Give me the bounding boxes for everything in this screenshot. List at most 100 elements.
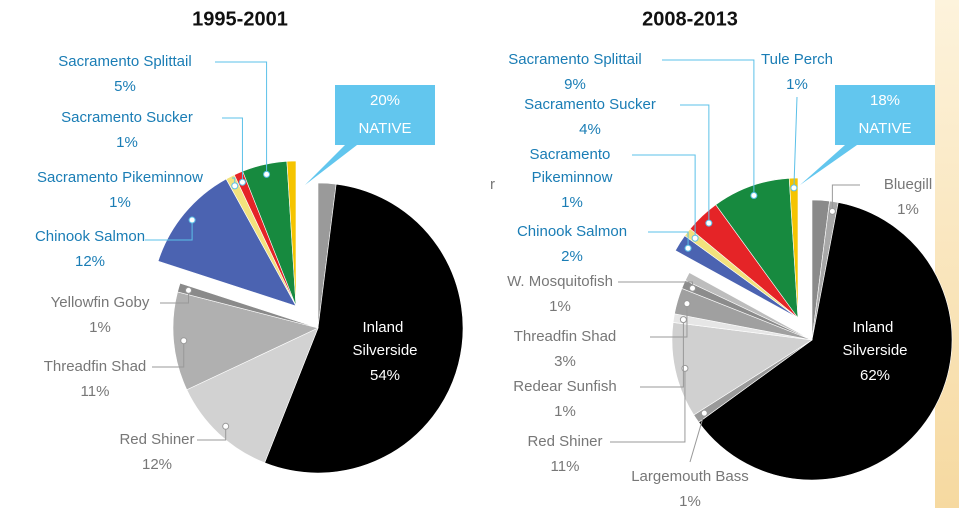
- label-line: Sacramento: [529, 146, 614, 163]
- slice-label: Sacramento Pikeminnow: [529, 146, 614, 186]
- slice-value-label: 1%: [549, 298, 571, 315]
- slice-label: Sacramento Sucker: [61, 109, 193, 126]
- slice-label: Chinook Salmon: [35, 228, 145, 245]
- pie-slice: [671, 322, 813, 416]
- side-strip: [935, 0, 959, 508]
- leader-line: [689, 413, 705, 463]
- leader-line: [160, 290, 190, 304]
- slice-value-label: 1%: [897, 201, 919, 218]
- leader-dot: [684, 244, 692, 252]
- slice-value-label: 9%: [564, 76, 586, 93]
- leader-dot: [828, 207, 836, 215]
- slice-label: Chinook Salmon: [517, 223, 627, 240]
- slice-value-label: 1%: [89, 319, 111, 336]
- leader-line: [215, 61, 268, 175]
- slice-value-label: 12%: [142, 456, 172, 473]
- label-line: Silverside: [842, 342, 907, 359]
- leader-line: [831, 184, 860, 212]
- leader-dot: [185, 286, 193, 294]
- label-line: Silverside: [352, 342, 417, 359]
- leader-line: [793, 96, 798, 188]
- leader-line: [680, 104, 710, 224]
- stray-label: r: [490, 176, 495, 193]
- pie-slice: [186, 327, 319, 464]
- leader-dot: [180, 337, 188, 345]
- slice-value-label: 1%: [554, 403, 576, 420]
- slice-label: Threadfin Shad: [514, 328, 617, 345]
- slice-label: Largemouth Bass: [631, 468, 749, 485]
- leader-dot: [790, 184, 798, 192]
- callout-box: [305, 85, 435, 185]
- callout-box: [800, 85, 935, 185]
- callout-text: 18%: [870, 92, 900, 109]
- slice-label: Red Shiner: [119, 431, 194, 448]
- pie-slice: [172, 291, 319, 391]
- leader-line: [632, 154, 696, 239]
- slice-label: Bluegill: [884, 176, 932, 193]
- pie-slice: [788, 177, 799, 319]
- leader-dot: [705, 219, 713, 227]
- slice-label: Sacramento Splittail: [58, 53, 191, 70]
- pie-slice: [286, 160, 297, 307]
- slice-label: Sacramento Splittail: [508, 51, 641, 68]
- leader-dot: [681, 364, 689, 372]
- pie-slice: [715, 177, 799, 320]
- slice-value-label: 11%: [81, 383, 110, 400]
- slice-value-label: 62%: [860, 367, 890, 384]
- callout-text: 20%: [370, 92, 400, 109]
- callout-text: NATIVE: [858, 120, 911, 137]
- leader-dot: [188, 216, 196, 224]
- leader-dot: [691, 234, 699, 242]
- chart-title: 1995-2001: [192, 8, 288, 30]
- leader-line: [650, 303, 688, 338]
- slice-label: Yellowfin Goby: [51, 294, 150, 311]
- leader-line: [618, 281, 694, 289]
- slice-label: Inland Silverside: [352, 319, 417, 359]
- leader-line: [145, 220, 193, 241]
- leader-dot: [683, 300, 691, 308]
- slice-label: Inland Silverside: [842, 319, 907, 359]
- leader-dot: [689, 284, 697, 292]
- slice-value-label: 1%: [116, 134, 138, 151]
- slice-value-label: 3%: [554, 353, 576, 370]
- slice-label: Redear Sunfish: [513, 378, 616, 395]
- slice-value-label: 1%: [786, 76, 808, 93]
- slice-value-label: 11%: [551, 458, 580, 475]
- leader-line: [610, 368, 686, 443]
- chart-title: 2008-2013: [642, 8, 738, 30]
- slice-value-label: 54%: [370, 367, 400, 384]
- slice-value-label: 1%: [679, 493, 701, 508]
- leader-line: [662, 59, 755, 196]
- pie-slice: [177, 282, 319, 329]
- label-line: Inland: [362, 319, 407, 336]
- slice-label: Sacramento Sucker: [524, 96, 656, 113]
- slice-value-label: 12%: [75, 253, 105, 270]
- label-line: Inland: [852, 319, 897, 336]
- leader-dot: [679, 316, 687, 324]
- pie-slice: [698, 202, 953, 481]
- pie-slice: [684, 272, 813, 341]
- slice-label: Red Shiner: [527, 433, 602, 450]
- leader-dot: [263, 170, 271, 178]
- leader-dot: [238, 178, 246, 186]
- slice-value-label: 1%: [561, 194, 583, 211]
- leader-dot: [222, 422, 230, 430]
- slice-label: Sacramento Pikeminnow: [37, 169, 203, 186]
- slice-label: W. Mosquitofish: [507, 273, 613, 290]
- slice-value-label: 4%: [579, 121, 601, 138]
- callout-text: NATIVE: [358, 120, 411, 137]
- leader-dot: [231, 182, 239, 190]
- leader-line: [152, 340, 185, 368]
- leader-line: [648, 231, 689, 249]
- leader-line: [197, 426, 227, 441]
- slice-value-label: 5%: [114, 78, 136, 95]
- leader-line: [640, 319, 684, 388]
- slice-value-label: 1%: [109, 194, 131, 211]
- slice-label: Tule Perch: [761, 51, 833, 68]
- slice-label: Threadfin Shad: [44, 358, 147, 375]
- leader-dot: [750, 191, 758, 199]
- pie-slice: [157, 178, 297, 307]
- slice-value-label: 2%: [561, 248, 583, 265]
